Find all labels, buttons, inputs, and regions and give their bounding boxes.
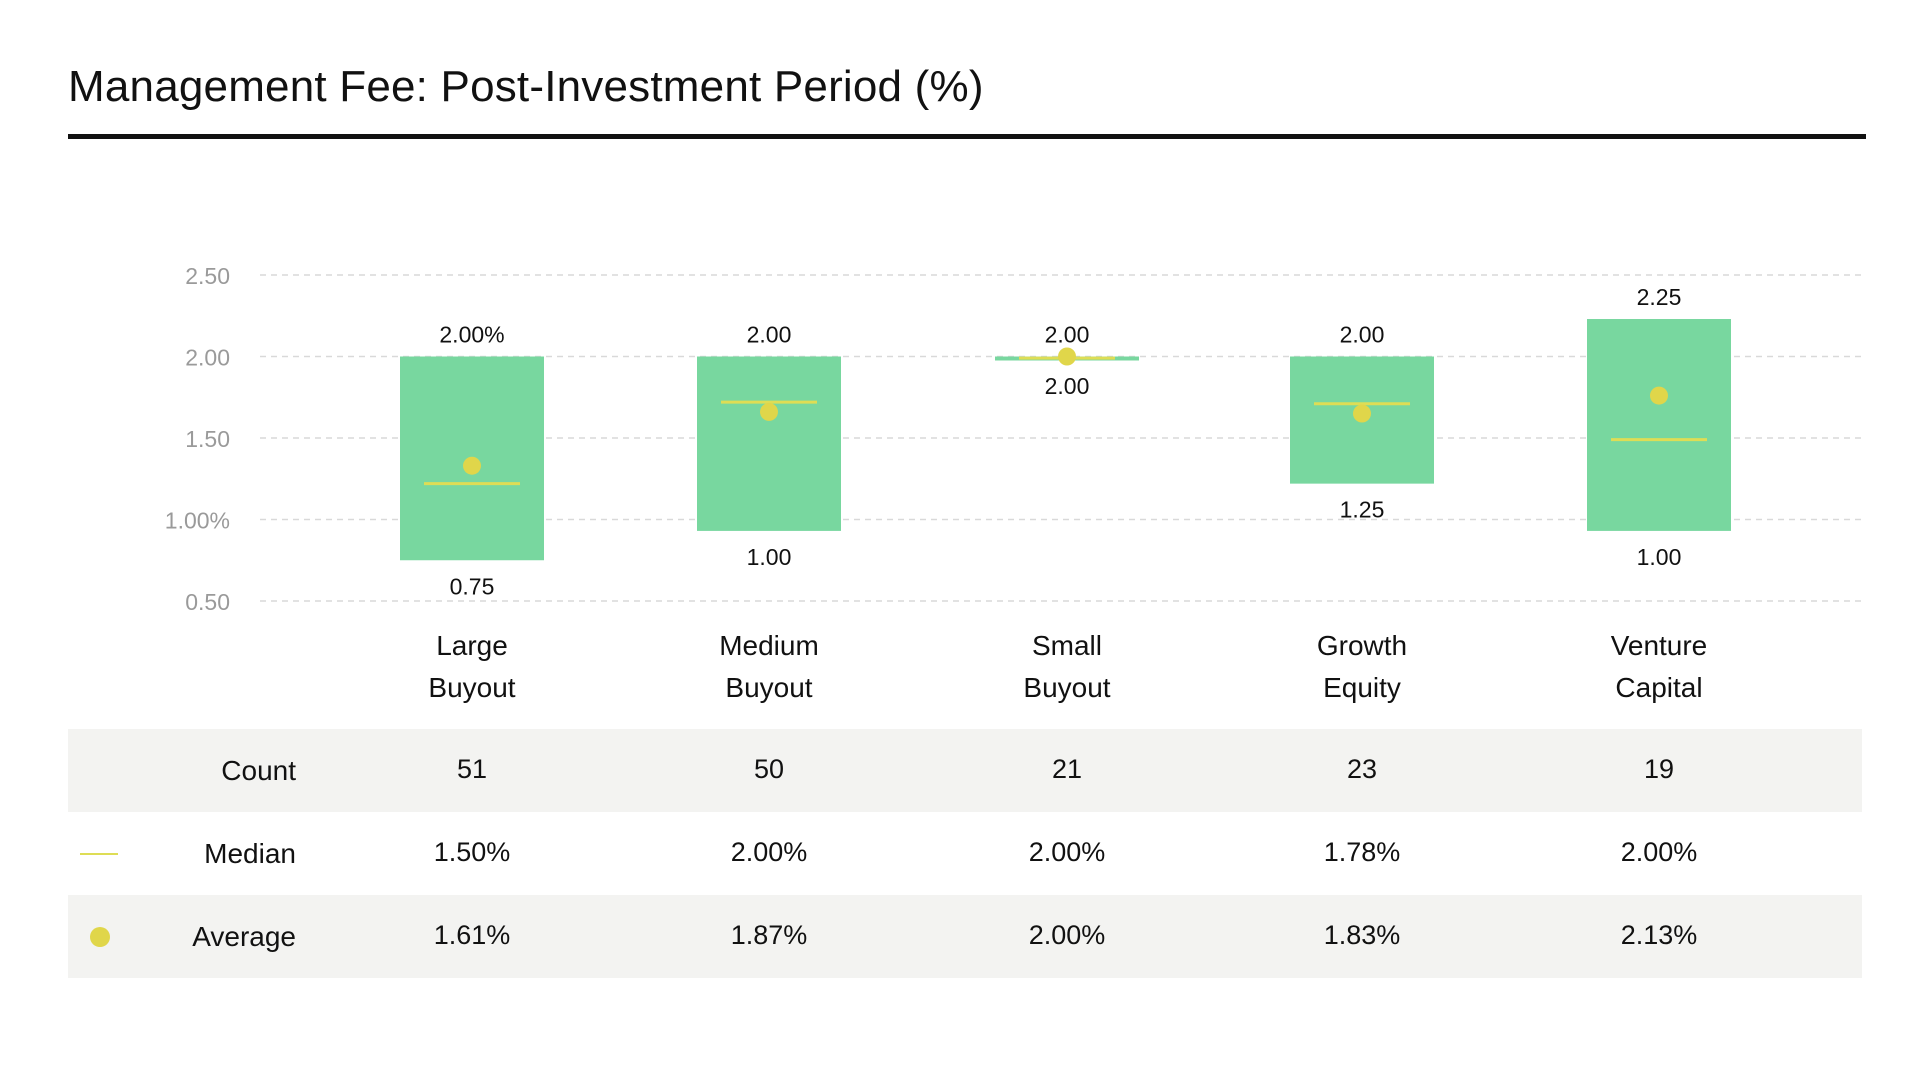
category-label-line: Equity [1323, 672, 1401, 703]
stats-cell: 1.50% [433, 837, 511, 867]
median-legend-line [80, 852, 118, 855]
stats-table: Count 51 50 21 23 19 Median 1.50% 2.00% 2.00% 1.78… [68, 729, 1862, 978]
low-value-label: 1.00 [747, 544, 792, 570]
title-rule [68, 134, 1866, 139]
y-tick-label: 2.50 [185, 263, 230, 289]
category-label-line: Growth [1316, 630, 1408, 661]
category-label-line: Capital [1615, 672, 1703, 703]
stats-row-label: Average [192, 921, 296, 952]
category-label-line: Large [436, 630, 508, 661]
stats-cell: 1.61% [433, 920, 511, 950]
high-value-label: 2.25 [1637, 284, 1682, 310]
category-label-line: Buyout [1023, 672, 1111, 703]
category-label-line: Buyout [725, 672, 813, 703]
range-box [697, 356, 841, 531]
stats-cell: 2.00% [1028, 837, 1106, 867]
high-value-label: 2.00 [747, 322, 792, 348]
average-dot [463, 456, 481, 475]
stats-cell: 1.87% [730, 920, 808, 950]
stats-row-count: Count 51 50 21 23 19 [68, 729, 1862, 812]
stats-cell: 2.00% [1620, 837, 1698, 867]
y-tick-label: 1.50 [185, 426, 230, 452]
average-legend-dot [90, 926, 110, 947]
stats-row-label: Count [221, 755, 296, 786]
high-value-label: 2.00 [1340, 322, 1385, 348]
low-value-label: 1.00 [1637, 544, 1682, 570]
category-label: Venture Capital [1529, 625, 1789, 709]
average-dot [760, 402, 778, 421]
stats-row-median: Median 1.50% 2.00% 2.00% 1.78% 2.00% [68, 812, 1862, 895]
high-value-label: 2.00% [439, 322, 504, 348]
average-dot [1353, 404, 1371, 423]
range-box [1587, 319, 1731, 531]
stats-row-average: Average 1.61% 1.87% 2.00% 1.83% 2.13% [68, 895, 1862, 978]
low-value-label: 2.00 [1045, 373, 1090, 399]
stats-cell: 51 [456, 754, 488, 784]
stats-cell: 23 [1346, 754, 1378, 784]
stats-cell: 50 [753, 754, 785, 784]
stats-cell: 2.13% [1620, 920, 1698, 950]
stats-row-label: Median [204, 838, 296, 869]
stats-cell: 2.00% [730, 837, 808, 867]
average-dot [1650, 386, 1668, 405]
low-value-label: 1.25 [1340, 497, 1385, 523]
stats-cell: 2.00% [1028, 920, 1106, 950]
category-label-line: Small [1031, 630, 1102, 661]
average-dot [1058, 347, 1076, 366]
y-tick-label: 0.50 [185, 589, 230, 615]
category-label: Medium Buyout [639, 625, 899, 709]
category-label: Large Buyout [342, 625, 602, 709]
y-tick-label: 2.00 [185, 345, 230, 371]
chart-title: Management Fee: Post-Investment Period (… [68, 62, 984, 111]
stats-cell: 1.83% [1323, 920, 1401, 950]
category-label-line: Medium [719, 630, 819, 661]
category-label-line: Buyout [428, 672, 516, 703]
high-value-label: 2.00 [1045, 322, 1090, 348]
category-label-line: Venture [1610, 630, 1708, 661]
y-tick-label: 1.00% [165, 508, 230, 534]
category-label: Small Buyout [937, 625, 1197, 709]
low-value-label: 0.75 [450, 573, 495, 599]
stats-cell: 19 [1643, 754, 1675, 784]
stats-cell: 1.78% [1323, 837, 1401, 867]
stats-cell: 21 [1051, 754, 1083, 784]
box-chart: 0.50 1.00% 1.50 2.00 2.50 2.00% 0.75 2.00 1.00 2.… [165, 263, 1862, 615]
category-label: Growth Equity [1232, 625, 1492, 709]
